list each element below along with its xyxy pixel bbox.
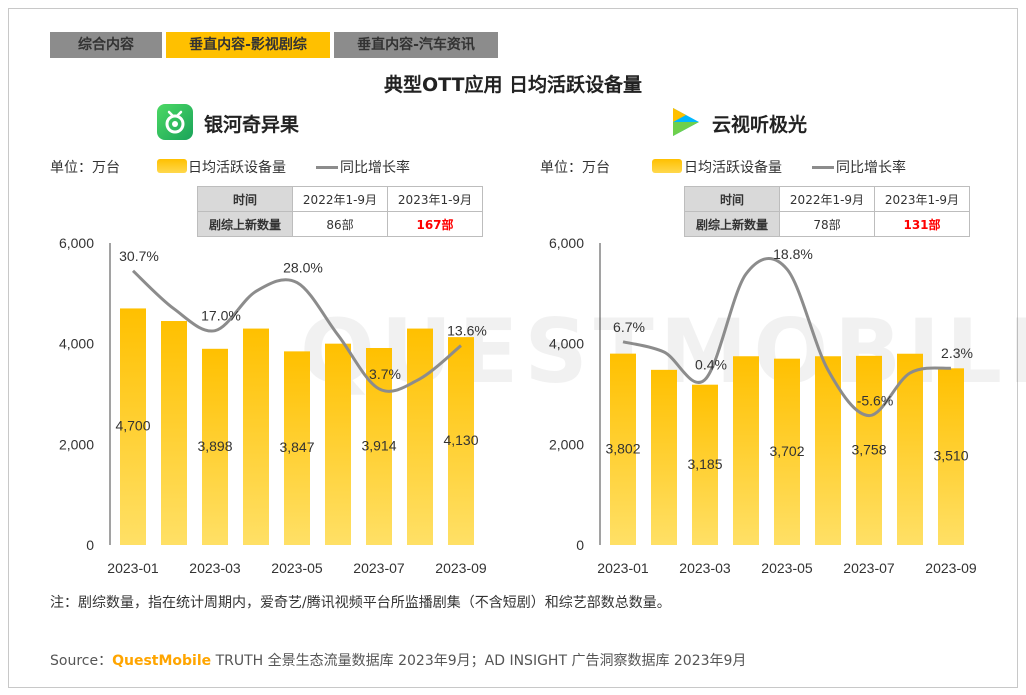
tab-auto-news[interactable]: 垂直内容-汽车资讯 — [334, 32, 498, 58]
bar-value-label: 3,802 — [605, 440, 640, 456]
bar — [202, 348, 228, 545]
bar — [610, 353, 636, 545]
tab-general-content[interactable]: 综合内容 — [50, 32, 162, 58]
table-header: 2023年1-9月 — [874, 186, 970, 212]
legend-line-label: 同比增长率 — [340, 160, 410, 176]
x-tick-label: 2023-01 — [107, 560, 159, 576]
growth-rate-line — [131, 269, 462, 393]
unit-label: 单位：万台 — [50, 160, 120, 176]
y-tick-label: 6,000 — [59, 235, 94, 251]
x-tick-label: 2023-05 — [271, 560, 323, 576]
bar — [692, 384, 718, 545]
legend-bar-label: 日均活跃设备量 — [684, 160, 782, 176]
tv-icon — [157, 104, 193, 140]
new-titles-table: 时间 2022年1-9月 2023年1-9月 剧综上新数量 86部 167部 — [197, 186, 483, 237]
table-cell-highlight: 167部 — [387, 211, 483, 237]
bar — [856, 355, 882, 545]
bar-value-label: 3,758 — [851, 441, 886, 457]
growth-rate-label: 0.4% — [695, 357, 727, 373]
bar — [815, 356, 841, 545]
bar — [651, 369, 677, 545]
growth-rate-label: 30.7% — [119, 248, 159, 264]
table-cell: 78部 — [779, 211, 875, 237]
bar-value-label: 3,702 — [769, 443, 804, 459]
x-tick-label: 2023-09 — [925, 560, 977, 576]
footnote: 注：剧综数量，指在统计周期内，爱奇艺/腾讯视频平台所监播剧集（不含短剧）和综艺部… — [50, 595, 671, 611]
app-name-yinhe: 银河奇异果 — [204, 114, 300, 136]
legend-bar-label: 日均活跃设备量 — [188, 160, 286, 176]
y-tick-label: 0 — [576, 537, 584, 553]
bar — [938, 368, 964, 545]
x-tick-label: 2023-07 — [353, 560, 405, 576]
bar — [243, 328, 269, 545]
bar — [407, 328, 433, 545]
growth-rate-line — [622, 257, 952, 418]
chart-title: 典型OTT应用 日均活跃设备量 — [383, 74, 643, 96]
x-tick-label: 2023-07 — [843, 560, 895, 576]
y-tick-label: 4,000 — [549, 336, 584, 352]
table-header: 2022年1-9月 — [779, 186, 875, 212]
bar — [120, 308, 146, 545]
bar-value-label: 3,185 — [687, 456, 722, 472]
legend-line-swatch — [316, 166, 338, 169]
growth-rate-label: -5.6% — [857, 393, 894, 409]
growth-rate-label: 6.7% — [613, 319, 645, 335]
new-titles-table: 时间 2022年1-9月 2023年1-9月 剧综上新数量 78部 131部 — [684, 186, 970, 237]
table-header: 2022年1-9月 — [292, 186, 388, 212]
source-line: Source：QuestMobile TRUTH 全景生态流量数据库 2023年… — [50, 650, 746, 670]
growth-rate-label: 17.0% — [201, 308, 241, 324]
tab-film-tv-variety[interactable]: 垂直内容-影视剧综 — [166, 32, 330, 58]
table-row-label: 剧综上新数量 — [197, 211, 293, 237]
y-tick-label: 2,000 — [549, 436, 584, 452]
legend-line-swatch — [812, 166, 834, 169]
bar — [774, 358, 800, 545]
growth-rate-label: 28.0% — [283, 260, 323, 276]
bar — [897, 353, 923, 545]
bar-value-label: 3,510 — [933, 448, 968, 464]
bar — [325, 343, 351, 545]
table-cell-highlight: 131部 — [874, 211, 970, 237]
play-icon — [667, 104, 703, 140]
report-frame — [8, 8, 1018, 688]
table-header: 时间 — [197, 186, 293, 212]
bar-value-label: 3,914 — [361, 437, 396, 453]
growth-rate-label: 2.3% — [941, 345, 973, 361]
growth-rate-label: 3.7% — [369, 366, 401, 382]
table-cell: 86部 — [292, 211, 388, 237]
bar-value-label: 4,130 — [443, 432, 478, 448]
legend-bar-swatch — [157, 159, 187, 173]
x-tick-label: 2023-09 — [435, 560, 487, 576]
legend-line-label: 同比增长率 — [836, 160, 906, 176]
bar-value-label: 3,847 — [279, 439, 314, 455]
table-header: 2023年1-9月 — [387, 186, 483, 212]
source-brand: QuestMobile — [112, 653, 212, 669]
y-tick-label: 4,000 — [59, 336, 94, 352]
x-tick-label: 2023-03 — [189, 560, 241, 576]
legend-bar-swatch — [652, 159, 682, 173]
bar-value-label: 3,898 — [197, 438, 232, 454]
table-row-label: 剧综上新数量 — [684, 211, 780, 237]
table-header: 时间 — [684, 186, 780, 212]
bar-value-label: 4,700 — [115, 418, 150, 434]
unit-label: 单位：万台 — [540, 160, 610, 176]
y-tick-label: 6,000 — [549, 235, 584, 251]
x-tick-label: 2023-05 — [761, 560, 813, 576]
x-tick-label: 2023-03 — [679, 560, 731, 576]
y-tick-label: 2,000 — [59, 436, 94, 452]
bar — [161, 321, 187, 545]
x-tick-label: 2023-01 — [597, 560, 649, 576]
bar — [448, 337, 474, 545]
y-tick-label: 0 — [86, 537, 94, 553]
bar — [733, 356, 759, 545]
app-name-yunshiting: 云视听极光 — [712, 114, 808, 136]
growth-rate-label: 18.8% — [773, 246, 813, 262]
bar — [284, 351, 310, 545]
growth-rate-label: 13.6% — [447, 323, 487, 339]
source-text: TRUTH 全景生态流量数据库 2023年9月；AD INSIGHT 广告洞察数… — [211, 653, 747, 669]
source-prefix: Source： — [50, 653, 113, 669]
